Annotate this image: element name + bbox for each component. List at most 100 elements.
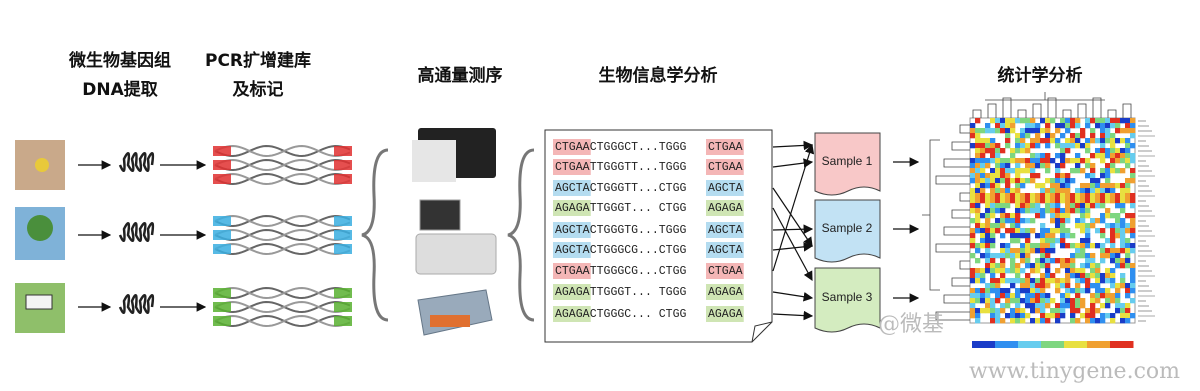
heatmap-cell — [1065, 203, 1071, 209]
heatmap-cell — [1120, 168, 1126, 174]
heatmap-cell — [1045, 258, 1051, 264]
heatmap-cell — [1060, 183, 1066, 189]
heatmap-cell — [1060, 173, 1066, 179]
heatmap-cell — [1035, 308, 1041, 314]
heatmap-cell — [1040, 283, 1046, 289]
helix-tag — [213, 230, 231, 240]
heatmap-cell — [1100, 303, 1106, 309]
heatmap-cell — [1100, 273, 1106, 279]
heatmap-cell — [1040, 318, 1046, 324]
heatmap-cell — [1065, 158, 1071, 164]
heatmap-cell — [1045, 293, 1051, 299]
heatmap-cell — [1110, 223, 1116, 229]
heatmap-cell — [1055, 153, 1061, 159]
heatmap-cell — [1095, 283, 1101, 289]
heatmap-cell — [1090, 273, 1096, 279]
heatmap-cell — [1100, 243, 1106, 249]
heatmap-cell — [1065, 303, 1071, 309]
heatmap-cell — [1055, 193, 1061, 199]
heatmap-cell — [1120, 218, 1126, 224]
heatmap-cell — [1105, 273, 1111, 279]
heatmap-cell — [1080, 188, 1086, 194]
heatmap-cell — [1055, 173, 1061, 179]
heatmap-cell — [980, 233, 986, 239]
heatmap-cell — [1105, 148, 1111, 154]
heatmap-cell — [980, 153, 986, 159]
heatmap-cell — [1055, 318, 1061, 324]
heatmap-cell — [1040, 118, 1046, 124]
heatmap-cell — [1020, 183, 1026, 189]
helix-tag — [213, 174, 231, 184]
brace — [507, 148, 535, 322]
heatmap-cell — [1020, 118, 1026, 124]
heatmap-cell — [990, 173, 996, 179]
heatmap-cell — [1125, 153, 1131, 159]
heatmap-cell — [1070, 288, 1076, 294]
heatmap-cell — [1065, 273, 1071, 279]
heatmap-cell — [1015, 298, 1021, 304]
heatmap-cell — [1060, 213, 1066, 219]
heatmap-cell — [1020, 133, 1026, 139]
heatmap-cell — [1080, 218, 1086, 224]
heatmap-cell — [980, 188, 986, 194]
arrow — [772, 143, 815, 272]
heatmap-cell — [980, 253, 986, 259]
heatmap-cell — [985, 283, 991, 289]
heatmap-cell — [1095, 153, 1101, 159]
heatmap-cell — [995, 263, 1001, 269]
heatmap-cell — [1100, 198, 1106, 204]
heatmap-cell — [990, 318, 996, 324]
helix-tag — [334, 316, 352, 326]
heatmap-cell — [985, 198, 991, 204]
heatmap-cell — [1130, 203, 1136, 209]
heatmap-cell — [1050, 193, 1056, 199]
heatmap-cell — [1115, 308, 1121, 314]
heatmap-cell — [1110, 163, 1116, 169]
heatmap-cell — [1075, 288, 1081, 294]
sample-label: Sample 2 — [822, 221, 873, 235]
heatmap-cell — [1120, 243, 1126, 249]
photo-detail — [35, 158, 49, 172]
heatmap-cell — [1105, 253, 1111, 259]
heatmap-cell — [1005, 313, 1011, 319]
heatmap-cell — [1100, 278, 1106, 284]
heatmap-cell — [1025, 133, 1031, 139]
heatmap-cell — [1030, 318, 1036, 324]
helix-strand — [214, 287, 351, 299]
heatmap-cell — [985, 258, 991, 264]
heatmap-cell — [1025, 283, 1031, 289]
heatmap-cell — [1065, 283, 1071, 289]
heatmap-cell — [1080, 303, 1086, 309]
heatmap-cell — [1130, 228, 1136, 234]
heatmap-cell — [1020, 268, 1026, 274]
heatmap-cell — [1020, 298, 1026, 304]
heatmap-cell — [1040, 308, 1046, 314]
heatmap-cell — [995, 313, 1001, 319]
heatmap-cell — [975, 258, 981, 264]
heatmap-cell — [985, 148, 991, 154]
heatmap-cell — [1105, 238, 1111, 244]
sequence-middle: CTGGGTG...TGGG — [590, 224, 687, 237]
heatmap-cell — [1015, 168, 1021, 174]
heatmap-cell — [985, 243, 991, 249]
heatmap-cell — [1115, 253, 1121, 259]
heatmap-cell — [1015, 163, 1021, 169]
heatmap-cell — [1060, 313, 1066, 319]
heatmap-cell — [975, 268, 981, 274]
heatmap-cell — [1010, 123, 1016, 129]
sequence-prefix: CTGAA — [555, 161, 590, 174]
heatmap-cell — [1000, 258, 1006, 264]
colorbar-segment — [995, 341, 1019, 348]
heatmap-cell — [1025, 248, 1031, 254]
heatmap-cell — [1125, 243, 1131, 249]
heatmap-cell — [1040, 128, 1046, 134]
heatmap-cell — [1080, 238, 1086, 244]
heatmap-cell — [1055, 278, 1061, 284]
heatmap-cell — [1015, 188, 1021, 194]
heatmap-cell — [1105, 138, 1111, 144]
heatmap-cell — [975, 148, 981, 154]
heatmap-cell — [1075, 308, 1081, 314]
heatmap-cell — [1020, 218, 1026, 224]
heatmap-cell — [1020, 243, 1026, 249]
heatmap-cell — [1045, 138, 1051, 144]
